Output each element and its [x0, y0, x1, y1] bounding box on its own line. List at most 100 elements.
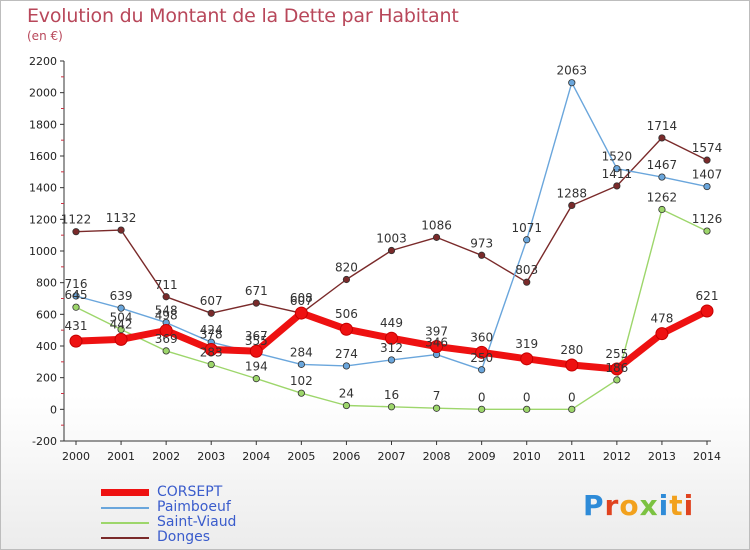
data-label-donges: 607	[290, 294, 313, 308]
y-tick-label: 1200	[29, 213, 57, 226]
data-point-corsept	[655, 327, 669, 341]
data-point-corsept	[475, 345, 489, 359]
x-tick-label: 2014	[693, 450, 721, 463]
data-label-paimboeuf: 424	[200, 323, 223, 337]
data-label-donges: 1411	[602, 167, 633, 181]
data-label-donges: 1122	[61, 213, 92, 227]
data-label-corsept: 498	[155, 308, 178, 322]
data-label-saint-viaud: 283	[200, 346, 223, 360]
data-labels: 1122 1132 711 607 671 607 820 1003 1086 973 803 128…	[61, 64, 723, 405]
y-tick-label: 2000	[29, 87, 57, 100]
data-point-saint-viaud	[613, 376, 621, 384]
data-label-saint-viaud: 504	[110, 311, 133, 325]
data-point-corsept	[430, 339, 444, 353]
chart-subtitle: (en €)	[27, 29, 63, 43]
data-label-corsept: 431	[65, 319, 88, 333]
data-point-donges	[387, 246, 396, 255]
data-point-donges	[568, 201, 576, 209]
data-point-paimboeuf	[658, 173, 666, 181]
data-point-donges	[72, 228, 80, 236]
data-label-donges: 711	[155, 278, 178, 292]
x-tick-label: 2013	[648, 450, 676, 463]
data-label-saint-viaud: 645	[65, 288, 88, 302]
y-tick-label: 1400	[29, 182, 57, 195]
data-point-saint-viaud	[117, 325, 125, 334]
legend-swatch	[101, 489, 149, 496]
data-label-corsept: 397	[425, 324, 448, 338]
y-tick-label: 0	[50, 403, 57, 416]
y-tick-label: -200	[32, 435, 57, 448]
data-point-paimboeuf	[117, 304, 125, 312]
data-label-corsept: 442	[110, 317, 133, 331]
data-point-paimboeuf	[72, 292, 80, 300]
proxiti-logo: Proxiti	[583, 489, 695, 522]
data-point-corsept	[520, 352, 534, 366]
data-label-paimboeuf: 346	[425, 336, 448, 350]
data-label-corsept: 255	[605, 347, 628, 361]
data-label-paimboeuf: 548	[155, 304, 178, 318]
data-point-donges	[342, 275, 351, 284]
data-label-donges: 1086	[421, 218, 452, 232]
data-point-donges	[523, 278, 531, 286]
data-point-donges	[432, 233, 441, 241]
y-tick-label: 400	[36, 340, 57, 353]
data-label-saint-viaud: 369	[155, 332, 178, 346]
data-label-saint-viaud: 16	[384, 388, 399, 402]
x-tick-label: 2005	[287, 450, 315, 463]
data-point-paimboeuf	[523, 236, 531, 244]
data-point-corsept	[610, 362, 624, 376]
data-point-corsept	[339, 322, 353, 336]
data-label-donges: 1714	[647, 119, 678, 133]
data-label-corsept: 608	[290, 291, 313, 305]
data-point-saint-viaud	[252, 375, 260, 383]
x-tick-label: 2006	[332, 450, 360, 463]
x-tick-label: 2002	[152, 450, 180, 463]
data-label-corsept: 280	[560, 343, 583, 357]
data-point-corsept	[69, 334, 83, 348]
y-tick-label: 1800	[29, 118, 57, 131]
data-label-paimboeuf: 1407	[692, 168, 723, 182]
y-tick-label: 2200	[29, 55, 57, 68]
data-point-paimboeuf	[387, 356, 396, 364]
data-label-paimboeuf: 716	[65, 277, 88, 291]
x-tick-label: 2011	[558, 450, 586, 463]
data-label-saint-viaud: 0	[568, 390, 576, 404]
data-label-saint-viaud: 1262	[647, 191, 678, 205]
legend-label: Donges	[157, 529, 211, 545]
y-tick-label: 600	[36, 308, 57, 321]
data-point-donges	[117, 226, 125, 234]
data-label-saint-viaud: 0	[523, 390, 531, 404]
data-label-paimboeuf: 2063	[557, 64, 588, 78]
data-point-corsept	[294, 306, 308, 320]
data-label-donges: 1574	[692, 141, 723, 155]
data-point-corsept	[114, 332, 128, 346]
data-label-corsept: 506	[335, 307, 358, 321]
y-tick-label: 800	[36, 277, 57, 290]
data-point-saint-viaud	[297, 389, 305, 397]
data-label-paimboeuf: 250	[470, 351, 493, 365]
data-point-saint-viaud	[162, 347, 170, 355]
data-label-paimboeuf: 284	[290, 345, 313, 359]
x-tick-label: 2008	[423, 450, 451, 463]
data-point-paimboeuf	[613, 165, 621, 173]
data-label-corsept: 621	[696, 289, 719, 303]
series-points	[69, 79, 714, 413]
data-point-saint-viaud	[478, 405, 486, 413]
data-label-saint-viaud: 1126	[692, 212, 723, 226]
data-point-donges	[162, 293, 170, 301]
data-label-saint-viaud: 194	[245, 360, 268, 374]
data-point-corsept	[204, 342, 218, 356]
legend-label: Saint-Viaud	[157, 514, 237, 530]
legend-label: Paimboeuf	[157, 499, 231, 515]
data-label-donges: 1288	[557, 186, 588, 200]
legend-swatch	[101, 507, 149, 509]
data-label-paimboeuf: 1520	[602, 150, 633, 164]
data-point-donges	[207, 309, 215, 317]
x-tick-label: 2001	[107, 450, 135, 463]
data-label-donges: 607	[200, 294, 223, 308]
data-point-donges	[252, 299, 260, 307]
x-tick-label: 2012	[603, 450, 631, 463]
data-point-corsept	[565, 358, 579, 372]
x-tick-label: 2003	[197, 450, 225, 463]
data-label-saint-viaud: 186	[605, 361, 628, 375]
